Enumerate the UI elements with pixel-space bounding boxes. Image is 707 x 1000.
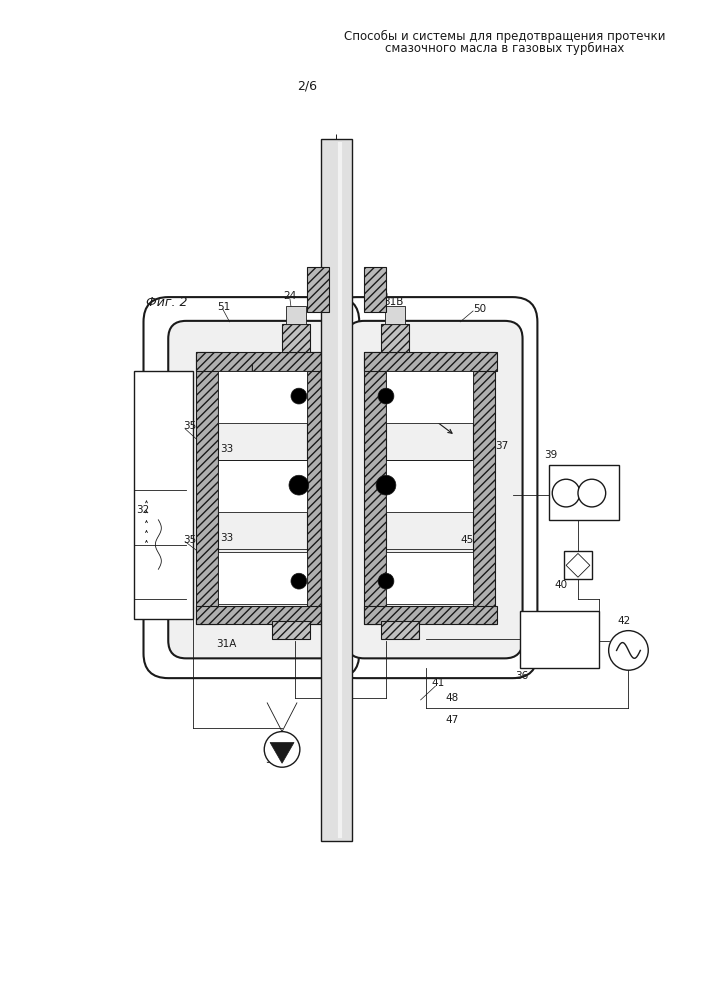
Text: 24: 24 bbox=[284, 291, 297, 301]
Text: 28: 28 bbox=[460, 485, 474, 495]
Text: Способы и системы для предотвращения протечки: Способы и системы для предотвращения про… bbox=[344, 30, 665, 43]
Text: 42: 42 bbox=[617, 616, 631, 626]
Text: 39: 39 bbox=[544, 450, 558, 460]
Bar bbox=[321, 139, 352, 841]
Circle shape bbox=[289, 475, 309, 495]
Text: 33: 33 bbox=[220, 444, 233, 454]
Bar bbox=[386, 371, 473, 423]
Bar bbox=[196, 606, 329, 624]
Text: 28C: 28C bbox=[228, 406, 248, 416]
Bar bbox=[364, 352, 386, 624]
Text: 34: 34 bbox=[265, 755, 279, 765]
Bar bbox=[282, 324, 310, 352]
Bar bbox=[381, 621, 419, 639]
Text: 37: 37 bbox=[495, 441, 508, 451]
Bar bbox=[134, 371, 193, 619]
Bar bbox=[272, 621, 310, 639]
Text: 33: 33 bbox=[458, 574, 472, 584]
Polygon shape bbox=[270, 742, 294, 763]
Text: 33: 33 bbox=[220, 533, 233, 543]
Text: 45: 45 bbox=[220, 381, 233, 391]
Text: 43: 43 bbox=[391, 406, 404, 416]
Bar bbox=[196, 352, 329, 371]
Text: 36: 36 bbox=[515, 671, 529, 681]
Circle shape bbox=[376, 475, 396, 495]
Text: 32: 32 bbox=[136, 505, 150, 515]
Bar bbox=[549, 465, 619, 520]
Bar bbox=[307, 352, 329, 624]
Text: 41: 41 bbox=[431, 678, 445, 688]
Text: 48: 48 bbox=[445, 693, 459, 703]
Text: 45: 45 bbox=[460, 535, 474, 545]
Circle shape bbox=[578, 479, 606, 507]
Bar bbox=[218, 552, 307, 604]
FancyBboxPatch shape bbox=[168, 321, 344, 658]
Bar bbox=[286, 306, 306, 324]
Text: 51: 51 bbox=[217, 302, 230, 312]
Text: 31A: 31A bbox=[216, 639, 236, 649]
Text: 50: 50 bbox=[473, 304, 486, 314]
Bar bbox=[196, 352, 218, 624]
Text: 2/6: 2/6 bbox=[297, 80, 317, 93]
Bar bbox=[386, 460, 473, 512]
Text: 40: 40 bbox=[554, 580, 567, 590]
Bar bbox=[520, 611, 599, 668]
Text: 28A: 28A bbox=[233, 574, 253, 584]
Bar bbox=[364, 267, 386, 312]
Text: 35: 35 bbox=[183, 421, 197, 431]
Circle shape bbox=[264, 732, 300, 767]
Bar bbox=[385, 306, 405, 324]
Bar bbox=[386, 552, 473, 604]
Bar bbox=[364, 352, 497, 371]
Bar bbox=[564, 551, 592, 579]
Circle shape bbox=[291, 388, 307, 404]
Text: 22: 22 bbox=[322, 735, 335, 745]
Text: 47: 47 bbox=[445, 715, 459, 725]
Circle shape bbox=[291, 573, 307, 589]
Text: смазочного масла в газовых турбинах: смазочного масла в газовых турбинах bbox=[385, 42, 624, 55]
Circle shape bbox=[552, 479, 580, 507]
Polygon shape bbox=[566, 553, 590, 577]
Text: 28B: 28B bbox=[233, 480, 253, 490]
Bar bbox=[381, 324, 409, 352]
Bar bbox=[218, 371, 307, 423]
FancyBboxPatch shape bbox=[346, 321, 522, 658]
Text: 31B: 31B bbox=[383, 297, 404, 307]
Circle shape bbox=[378, 573, 394, 589]
Bar bbox=[218, 460, 307, 512]
Bar bbox=[473, 352, 495, 624]
Circle shape bbox=[609, 631, 648, 670]
Bar bbox=[364, 606, 497, 624]
Text: Фиг. 2: Фиг. 2 bbox=[146, 296, 188, 309]
Text: 49: 49 bbox=[375, 291, 389, 301]
Circle shape bbox=[378, 388, 394, 404]
Bar bbox=[307, 267, 329, 312]
Text: 35: 35 bbox=[183, 535, 197, 545]
